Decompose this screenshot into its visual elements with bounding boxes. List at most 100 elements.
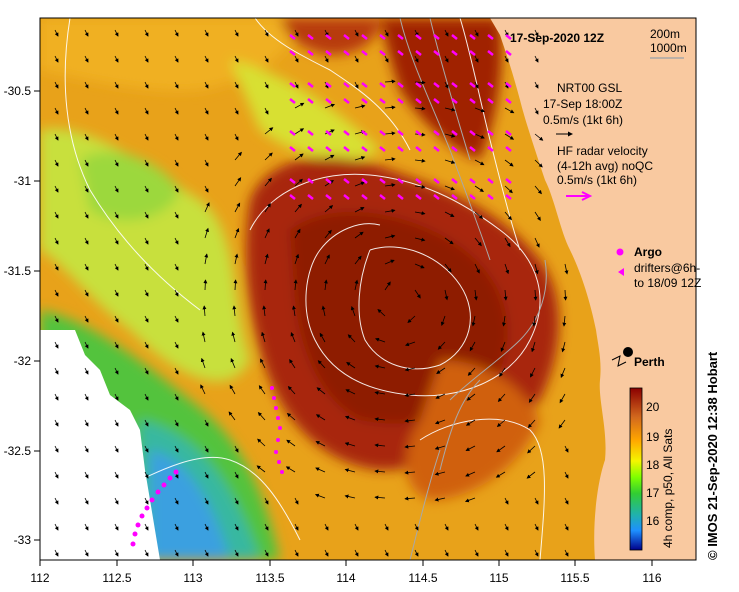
gsl-arrow (534, 81, 539, 89)
hf-arrow (415, 50, 422, 56)
gsl-arrow (234, 81, 239, 89)
gsl-arrow (294, 55, 299, 63)
gsl-arrow (174, 81, 179, 89)
gsl-arrow (377, 308, 386, 317)
y-tick-label: -31.5 (4, 264, 32, 278)
gsl-arrow (264, 29, 269, 37)
gsl-arrow (324, 254, 330, 265)
gsl-arrow (321, 305, 326, 317)
gsl-arrow (114, 107, 119, 115)
gsl-arrow (414, 184, 426, 189)
hf-scale-arrow-icon (566, 191, 593, 201)
gsl-arrow (354, 207, 365, 213)
gsl-arrow (204, 497, 209, 505)
hf-arrow (307, 130, 314, 136)
hf-legend-line-1: HF radar velocity (557, 144, 648, 158)
gsl-arrow (234, 107, 239, 115)
gsl-arrow (200, 357, 206, 369)
gsl-arrow (317, 360, 326, 369)
gsl-arrow (264, 127, 274, 135)
hf-arrow (433, 82, 440, 88)
gsl-arrow (324, 229, 332, 239)
hf-arrow (451, 130, 458, 136)
gsl-arrow (287, 386, 296, 395)
gsl-arrow (559, 393, 566, 404)
gsl-arrow (404, 393, 416, 398)
gsl-arrow (444, 237, 454, 245)
gsl-arrow (174, 133, 179, 141)
gsl-arrow (474, 549, 479, 557)
gsl-arrow (114, 419, 119, 427)
gsl-arrow (354, 279, 359, 291)
gsl-arrow (204, 81, 209, 89)
gsl-arrow (435, 393, 446, 399)
gsl-arrow (294, 497, 299, 505)
gsl-arrow (257, 438, 266, 447)
gsl-arrow (324, 103, 336, 109)
gsl-arrow (174, 289, 179, 297)
gsl-arrow (114, 263, 119, 271)
gsl-arrow (374, 469, 386, 474)
gsl-arrow (324, 205, 334, 213)
gsl-arrow (434, 497, 446, 502)
hf-arrow (289, 146, 296, 152)
gsl-arrow (354, 55, 359, 63)
y-tick-label: -32 (14, 354, 32, 368)
hf-arrow (397, 50, 404, 56)
hf-arrow (433, 194, 440, 200)
hf-arrow (289, 50, 296, 56)
hf-arrow (379, 82, 386, 88)
hf-arrow (379, 194, 386, 200)
gsl-arrow (54, 445, 59, 453)
gsl-arrow (234, 497, 239, 505)
gsl-arrow (384, 259, 395, 265)
gsl-arrow (114, 393, 119, 401)
gsl-arrow (294, 549, 299, 557)
hf-arrow (325, 50, 332, 56)
gsl-arrow (502, 315, 506, 327)
gsl-arrow (504, 263, 510, 275)
gsl-arrow (234, 549, 239, 557)
gsl-arrow (84, 55, 89, 63)
hf-arrow (307, 98, 314, 104)
gsl-arrow (434, 419, 446, 425)
gsl-arrow (54, 29, 59, 37)
gsl-arrow (174, 107, 179, 115)
gsl-arrow (114, 29, 119, 37)
gsl-arrow (319, 332, 326, 343)
gsl-arrow (54, 81, 59, 89)
gsl-arrow (405, 341, 416, 347)
hf-arrow (307, 34, 314, 40)
gsl-arrow (384, 208, 396, 213)
gsl-arrow (204, 159, 209, 167)
gsl-arrow (286, 439, 296, 447)
hf-arrow (487, 194, 494, 200)
x-tick-label: 112 (30, 571, 49, 585)
gsl-arrow (434, 471, 446, 476)
gsl-arrow (534, 523, 539, 531)
gsl-arrow (144, 81, 149, 89)
hf-arrow (451, 146, 458, 152)
gsl-arrow (114, 133, 119, 141)
hf-arrow (325, 98, 332, 104)
hf-arrow (451, 50, 458, 56)
hf-arrow (451, 178, 458, 184)
hf-arrow (289, 82, 296, 88)
gsl-arrow (495, 471, 506, 478)
gsl-arrow (144, 341, 149, 349)
hf-arrow (379, 50, 386, 56)
gsl-arrow (290, 332, 296, 343)
gsl-arrow (234, 253, 239, 265)
isobath-label-200m: 200m (650, 27, 680, 41)
hf-arrow (361, 194, 368, 200)
gsl-arrow (532, 315, 537, 327)
drifters-label-1: drifters@6h- (634, 261, 700, 275)
hf-arrow (379, 178, 386, 184)
gsl-arrow (84, 289, 89, 297)
hf-arrow (397, 130, 404, 136)
gsl-arrow (344, 468, 356, 473)
hf-arrow (505, 178, 512, 184)
hf-arrow (505, 82, 512, 88)
hf-arrow (379, 130, 386, 136)
gsl-arrow (384, 29, 389, 37)
